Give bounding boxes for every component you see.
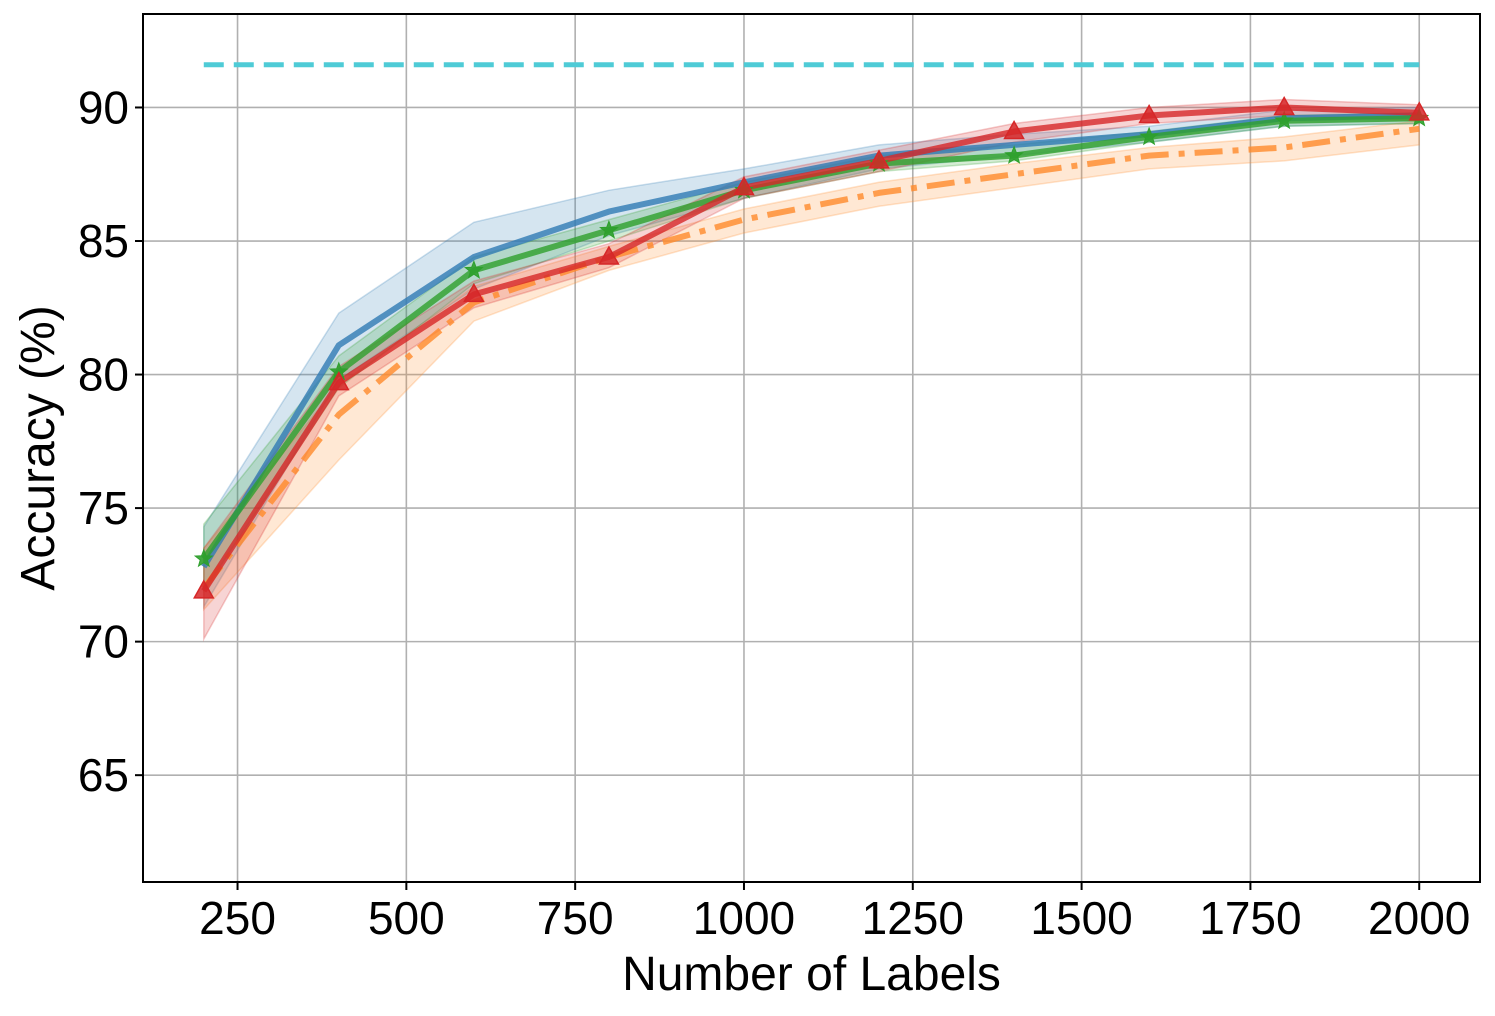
data-point (1139, 126, 1160, 146)
x-axis-label: Number of Labels (622, 948, 1001, 1001)
x-tick-label: 500 (368, 892, 445, 944)
x-tick-labels: 250 500 750 1000 1250 1500 1750 2000 (199, 882, 1470, 944)
data-point (193, 548, 214, 568)
x-tick-label: 1500 (1030, 892, 1132, 944)
series-line (201, 125, 1420, 591)
data-point (598, 245, 620, 265)
data-point (1004, 145, 1024, 164)
y-tick-label: 65 (78, 749, 129, 801)
y-tick-label: 85 (78, 215, 129, 267)
x-tick-label: 1250 (862, 892, 964, 944)
data-point (733, 176, 755, 196)
data-point (1273, 95, 1295, 116)
series-line (201, 104, 1420, 593)
x-tick-label: 750 (537, 892, 614, 944)
data-point (192, 579, 215, 599)
data-point (1274, 110, 1295, 130)
series-band (203, 112, 1420, 594)
y-tick-label: 80 (78, 349, 129, 401)
plot-frame (142, 13, 1481, 883)
data-point (463, 259, 484, 279)
data-point (599, 219, 619, 239)
series-markers (192, 95, 1431, 599)
data-point (868, 149, 890, 169)
series-band (203, 106, 1420, 610)
data-point (1408, 101, 1431, 121)
confidence-bands (203, 98, 1420, 642)
x-tick-label: 250 (199, 892, 276, 944)
y-tick-label: 70 (78, 616, 129, 668)
y-tick-label: 90 (78, 81, 129, 133)
y-tick-label: 75 (78, 482, 129, 534)
x-tick-label: 2000 (1368, 892, 1470, 944)
y-tick-labels: 65 70 75 80 85 90 (78, 81, 143, 801)
x-tick-label: 1000 (693, 892, 795, 944)
series-lines (201, 104, 1420, 593)
y-axis-label: Accuracy (%) (12, 305, 65, 590)
data-point (328, 371, 350, 391)
x-tick-label: 1750 (1199, 892, 1301, 944)
data-point (1003, 119, 1025, 140)
data-point (463, 282, 485, 303)
data-point (1138, 103, 1160, 124)
